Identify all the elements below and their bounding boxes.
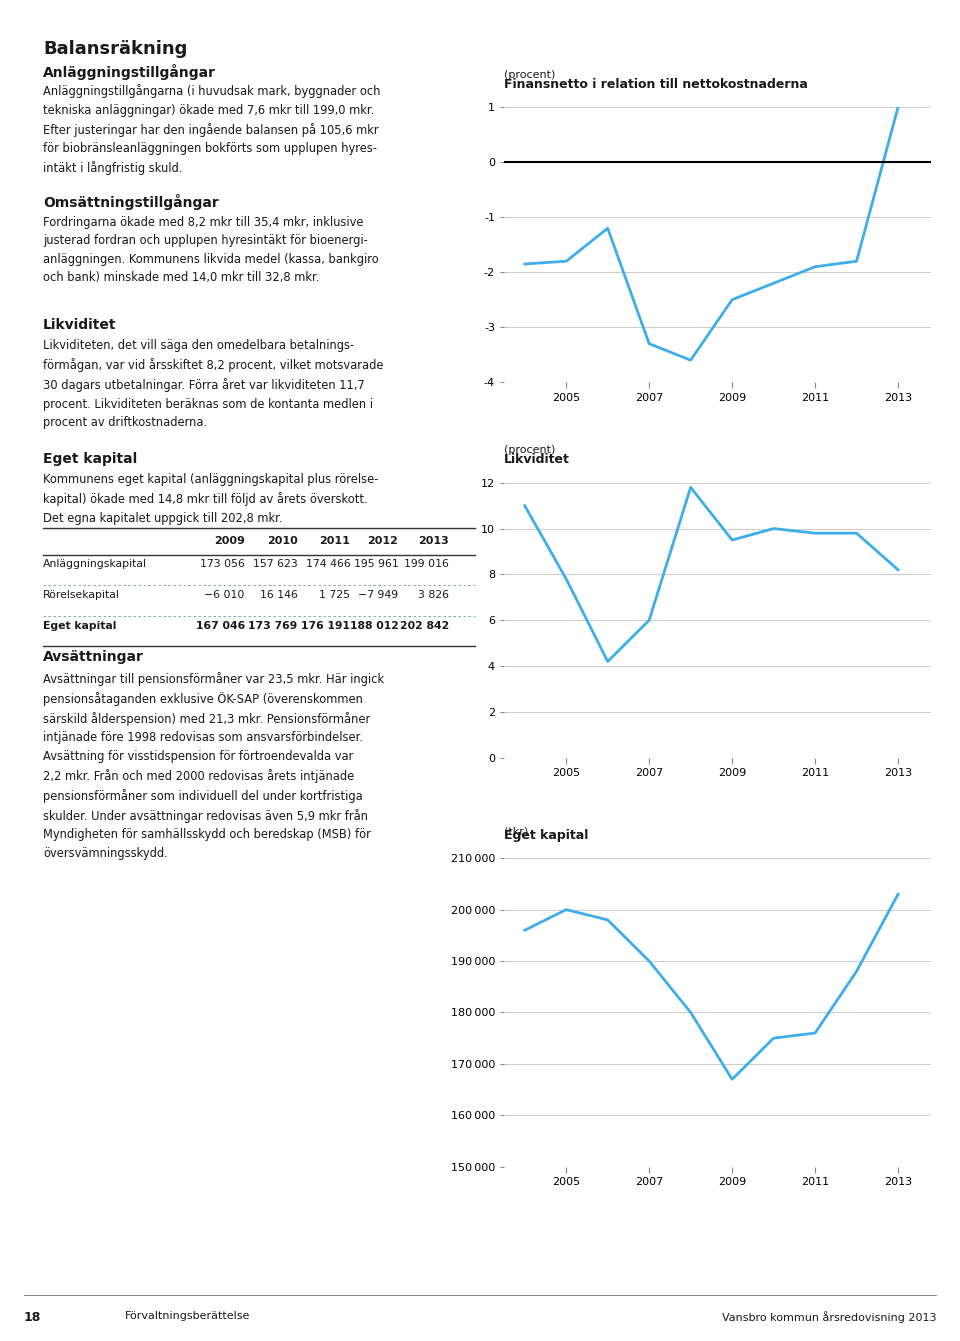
Text: −6 010: −6 010 — [204, 590, 245, 599]
Text: 199 016: 199 016 — [404, 559, 449, 569]
Text: −7 949: −7 949 — [358, 590, 398, 599]
Text: Likviditeten, det vill säga den omedelbara betalnings-
förmågan, var vid årsskif: Likviditeten, det vill säga den omedelba… — [43, 339, 384, 429]
Text: 2013: 2013 — [419, 536, 449, 546]
Text: Eget kapital: Eget kapital — [504, 829, 588, 842]
Text: 2010: 2010 — [267, 536, 298, 546]
Text: (procent): (procent) — [504, 445, 556, 456]
Text: Finansnetto i relation till nettokostnaderna: Finansnetto i relation till nettokostnad… — [504, 78, 808, 91]
Text: 16 146: 16 146 — [260, 590, 298, 599]
Text: 3 826: 3 826 — [419, 590, 449, 599]
Text: Rörelsekapital: Rörelsekapital — [43, 590, 120, 599]
Text: Likviditet: Likviditet — [43, 318, 117, 331]
Text: 157 623: 157 623 — [252, 559, 298, 569]
Text: 2009: 2009 — [214, 536, 245, 546]
Text: 167 046: 167 046 — [196, 621, 245, 630]
Text: Avsättningar till pensionsförmåner var 23,5 mkr. Här ingick
pensionsåtaganden ex: Avsättningar till pensionsförmåner var 2… — [43, 672, 384, 860]
Text: 18: 18 — [24, 1311, 41, 1325]
Text: 173 769: 173 769 — [249, 621, 298, 630]
Text: Anläggningskapital: Anläggningskapital — [43, 559, 147, 569]
Text: 1 725: 1 725 — [320, 590, 350, 599]
Text: Vansbro kommun årsredovisning 2013: Vansbro kommun årsredovisning 2013 — [722, 1311, 936, 1324]
Text: Avsättningar: Avsättningar — [43, 650, 144, 664]
Text: (procent): (procent) — [504, 70, 556, 80]
Text: 202 842: 202 842 — [400, 621, 449, 630]
Text: 195 961: 195 961 — [353, 559, 398, 569]
Text: (tkr): (tkr) — [504, 826, 528, 837]
Text: Eget kapital: Eget kapital — [43, 621, 116, 630]
Text: Kommunens eget kapital (anläggningskapital plus rörelse-
kapital) ökade med 14,8: Kommunens eget kapital (anläggningskapit… — [43, 473, 378, 524]
Text: Fordringarna ökade med 8,2 mkr till 35,4 mkr, inklusive
justerad fordran och upp: Fordringarna ökade med 8,2 mkr till 35,4… — [43, 216, 379, 284]
Text: Omsättningstillgångar: Omsättningstillgångar — [43, 194, 219, 211]
Text: Likviditet: Likviditet — [504, 453, 570, 467]
Text: 173 056: 173 056 — [200, 559, 245, 569]
Text: Anläggningstillgångar: Anläggningstillgångar — [43, 64, 216, 80]
Text: 2012: 2012 — [368, 536, 398, 546]
Text: Anläggningstillgångarna (i huvudsak mark, byggnader och
tekniska anläggningar) ö: Anläggningstillgångarna (i huvudsak mark… — [43, 84, 381, 176]
Text: 2011: 2011 — [320, 536, 350, 546]
Text: Eget kapital: Eget kapital — [43, 452, 137, 465]
Text: 188 012: 188 012 — [349, 621, 398, 630]
Text: Förvaltningsberättelse: Förvaltningsberättelse — [125, 1311, 251, 1321]
Text: Balansräkning: Balansräkning — [43, 40, 187, 58]
Text: 174 466: 174 466 — [305, 559, 350, 569]
Text: 176 191: 176 191 — [301, 621, 350, 630]
